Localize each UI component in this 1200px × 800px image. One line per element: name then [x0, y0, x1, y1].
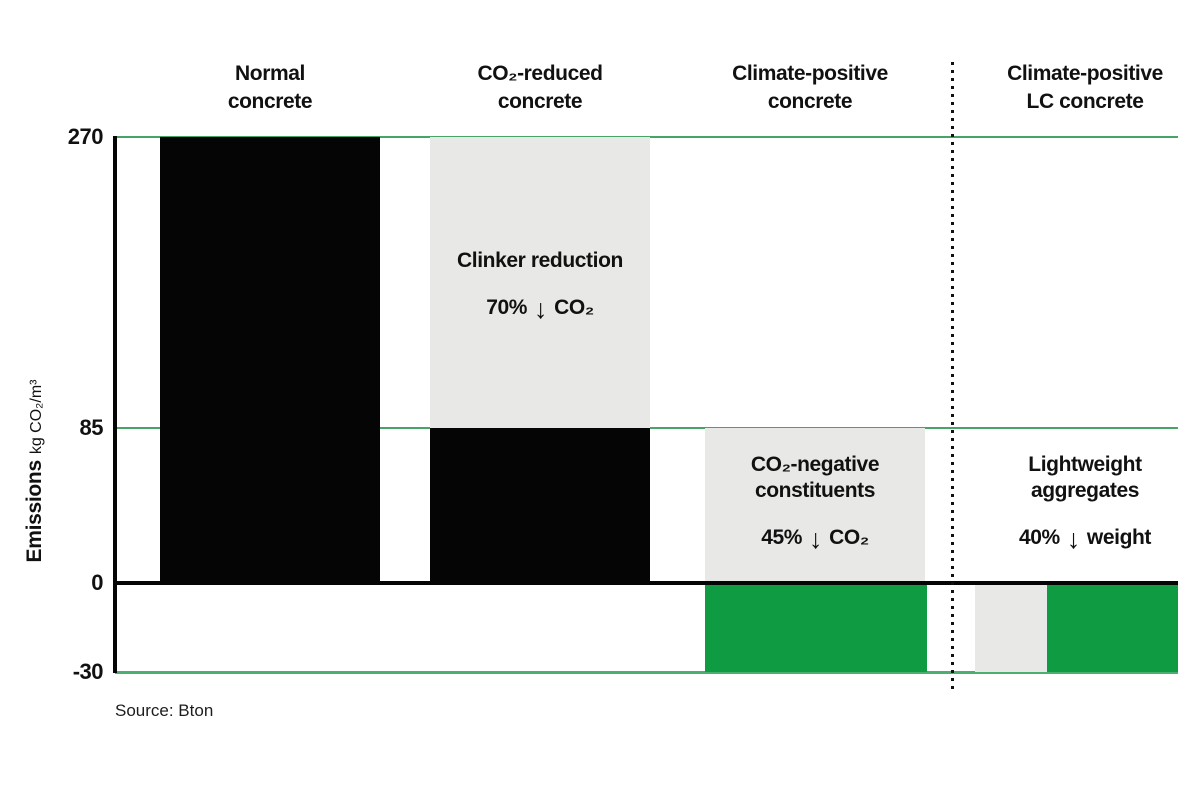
source-note: Source: Bton	[115, 701, 214, 720]
y-axis-line	[113, 136, 117, 673]
annotation-clinker-reduction-title: Clinker reduction	[457, 249, 623, 272]
annotation-clinker-reduction-stat: 70% ↓ CO₂	[486, 294, 594, 324]
stat-unit: CO₂	[554, 296, 594, 319]
stat-value: 70%	[486, 296, 528, 319]
annotation-clinker-reduction: Clinker reduction 70% ↓ CO₂	[430, 248, 650, 324]
zero-baseline	[115, 581, 1178, 585]
column-header-normal-concrete: Normal concrete	[227, 62, 313, 113]
y-tick-85: 85	[79, 415, 104, 440]
annotation-co2-negative-constituents: CO₂-negative constituents 45% ↓ CO₂	[705, 452, 925, 554]
column-header-climate-positive-concrete: Climate-positive concrete	[732, 62, 888, 113]
down-arrow-icon: ↓	[534, 294, 548, 324]
bar-co2-reduced-emissions	[430, 428, 650, 583]
annotation-co2-negative-stat: 45% ↓ CO₂	[761, 524, 869, 554]
stat-unit: weight	[1086, 526, 1152, 549]
dotted-divider-line	[951, 62, 954, 692]
y-tick-270: 270	[67, 124, 104, 149]
annotation-co2-negative-title: CO₂-negative constituents	[750, 453, 880, 502]
stat-value: 45%	[761, 526, 803, 549]
y-axis-title-text: Emissions	[23, 460, 46, 563]
annotation-lightweight-stat: 40% ↓ weight	[1018, 524, 1152, 554]
gridline-neg30	[115, 671, 1178, 674]
y-tick-0: 0	[91, 570, 103, 595]
down-arrow-icon: ↓	[1066, 524, 1081, 554]
bar-climate-positive-lc-gray-segment	[975, 583, 1047, 672]
stat-value: 40%	[1018, 526, 1060, 549]
annotation-lightweight-aggregates: Lightweight aggregates 40% ↓ weight	[965, 452, 1200, 554]
y-tick-neg30: -30	[72, 659, 104, 684]
down-arrow-icon: ↓	[809, 524, 823, 554]
bar-climate-positive-lc-negative-emissions	[1047, 583, 1178, 672]
y-axis-title: Emissionskg CO₂/m³	[23, 330, 53, 612]
bar-climate-positive-negative-emissions	[705, 583, 927, 672]
column-header-climate-positive-lc-concrete: Climate-positive LC concrete	[1007, 62, 1163, 113]
bar-climate-positive-avoided	[705, 428, 925, 583]
column-header-co2-reduced-concrete: CO₂-reduced concrete	[477, 62, 603, 113]
bar-co2-reduced-avoided	[430, 137, 650, 428]
stat-unit: CO₂	[829, 526, 869, 549]
annotation-lightweight-title: Lightweight aggregates	[1028, 453, 1142, 502]
bar-normal-concrete-emissions	[160, 137, 380, 583]
